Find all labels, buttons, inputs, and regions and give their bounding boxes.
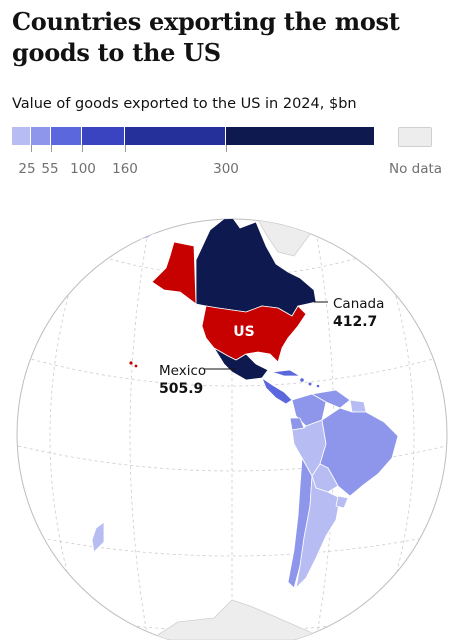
legend-tick (226, 145, 227, 152)
caribbean-islands (300, 378, 320, 388)
legend-tick (125, 145, 126, 152)
legend-tick (51, 145, 52, 152)
island-dot (316, 384, 320, 388)
guianas-shape (349, 399, 367, 413)
canada-callout-value: 412.7 (333, 314, 378, 330)
mexico-callout-value: 505.9 (159, 381, 204, 397)
canada-callout-name: Canada (333, 296, 385, 312)
us-alaska-shape (151, 241, 197, 305)
legend-swatch-25-55 (31, 127, 51, 145)
legend-label-25: 25 (18, 161, 36, 177)
legend-label-300: 300 (213, 161, 239, 177)
legend-swatch-55-100 (51, 127, 82, 145)
legend-label-160: 160 (112, 161, 138, 177)
legend-title: Value of goods exported to the US in 202… (12, 96, 357, 112)
chart-title: Countries exporting the most goods to th… (12, 7, 400, 67)
cuba-shape (271, 369, 301, 377)
legend-tick (82, 145, 83, 152)
mexico-callout-name: Mexico (159, 363, 207, 379)
legend-tick (31, 145, 32, 152)
color-scale-legend (12, 127, 374, 145)
island-dot (134, 364, 138, 368)
us-map-label: US (233, 324, 254, 340)
island-dot (129, 361, 133, 365)
legend-label-55: 55 (41, 161, 59, 177)
legend-swatch-160-300 (125, 127, 226, 145)
no-data-swatch (398, 127, 432, 147)
venezuela-shape (311, 389, 351, 409)
uruguay-shape (335, 495, 349, 509)
legend-label-100: 100 (70, 161, 96, 177)
argentina-shape (295, 475, 341, 589)
no-data-label: No data (389, 161, 443, 177)
legend-swatch-100-160 (82, 127, 125, 145)
hawaii-islands (129, 361, 138, 368)
legend-swatch-0-25 (12, 127, 31, 145)
island-dot (308, 382, 312, 386)
island-dot (300, 378, 304, 382)
globe-map: US (16, 218, 448, 640)
new-zealand-shape (91, 521, 105, 553)
legend-swatch-300-plus (226, 127, 374, 145)
central-america-shape (261, 377, 293, 405)
